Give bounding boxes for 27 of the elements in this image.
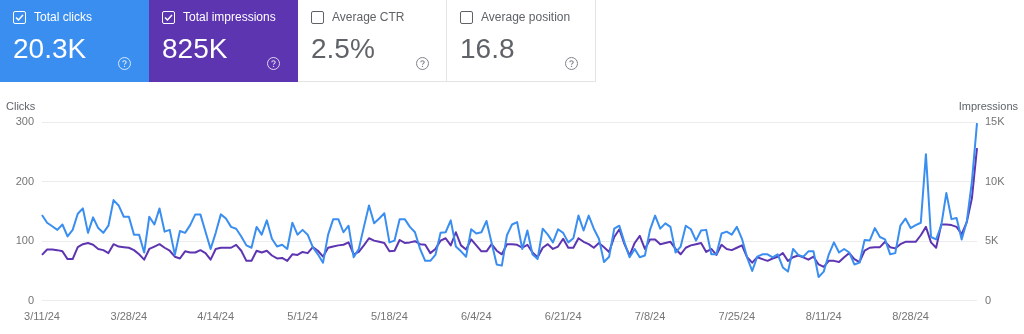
y-tick-label: 0 bbox=[27, 293, 34, 306]
x-tick-label: 7/8/24 bbox=[634, 310, 666, 323]
x-tick-label: 6/21/24 bbox=[544, 310, 582, 323]
text: 2.5% bbox=[311, 33, 375, 65]
y2-tick-label: 0 bbox=[985, 293, 992, 306]
y2-axis-title: Impressions bbox=[958, 99, 1019, 112]
x-tick-label: 8/28/24 bbox=[892, 310, 929, 323]
y2-tick-label: 15K bbox=[985, 115, 1006, 128]
x-tick-label: 6/4/24 bbox=[460, 310, 492, 323]
text: 20.3K bbox=[13, 33, 87, 65]
text: 16.8 bbox=[460, 33, 515, 65]
x-tick-label: 7/25/24 bbox=[718, 310, 756, 323]
x-tick-label: 4/14/24 bbox=[197, 310, 235, 323]
x-tick-label: 8/11/24 bbox=[805, 310, 842, 323]
x-tick-label: 3/11/24 bbox=[24, 310, 60, 323]
x-tick-label: 5/1/24 bbox=[287, 310, 318, 323]
y2-tick-label: 5K bbox=[985, 234, 1000, 247]
x-tick-label: 5/18/24 bbox=[371, 310, 408, 323]
x-tick-label: 3/28/24 bbox=[110, 310, 148, 323]
text: Average CTR bbox=[332, 10, 405, 24]
y-tick-label: 200 bbox=[15, 174, 34, 187]
text: Average position bbox=[481, 10, 571, 24]
y2-tick-label: 10K bbox=[985, 174, 1006, 187]
y-tick-label: 300 bbox=[15, 115, 34, 128]
y-axis-title: Clicks bbox=[6, 99, 36, 112]
y-tick-label: 100 bbox=[15, 234, 34, 247]
text: Total clicks bbox=[34, 10, 93, 24]
